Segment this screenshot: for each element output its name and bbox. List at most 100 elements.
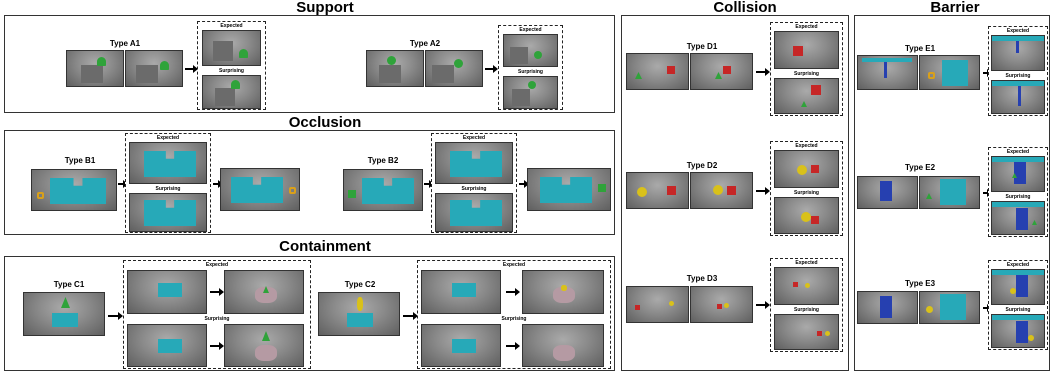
e3-surprising-frame: [991, 314, 1045, 348]
section-title-containment: Containment: [279, 238, 371, 255]
yellow-sphere: [1028, 335, 1034, 341]
red-cube: [811, 165, 819, 173]
yellow-cylinder: [357, 297, 363, 311]
b1-frame-1: [31, 169, 117, 211]
d2-expected-frame: [774, 150, 839, 188]
d3-frame-1: [626, 286, 689, 323]
teal-wall: [50, 178, 106, 204]
occlusion-panel: Type B1 Expected Surprising Type B2 Expe…: [4, 130, 615, 235]
e2-expected-label: Expected: [1006, 149, 1030, 155]
c1-surprising-frame-2: [224, 324, 304, 367]
red-cube: [667, 66, 675, 74]
a2-frame-1: [366, 50, 424, 87]
blue-pillar: [884, 58, 887, 78]
yellow-ring: [289, 187, 296, 194]
b2-arrow-2: [519, 180, 529, 188]
pink-container: [255, 345, 277, 361]
a1-expected-label: Expected: [220, 23, 243, 29]
d3-arrow: [756, 301, 770, 309]
type-c1-label: Type C1: [53, 280, 85, 289]
grey-block: [213, 41, 233, 61]
c2-arrow-1: [403, 312, 418, 320]
green-cone: [635, 72, 642, 79]
red-cube: [817, 331, 822, 336]
green-cone: [1032, 220, 1037, 225]
type-e2-label: Type E2: [904, 163, 936, 172]
yellow-ring: [37, 192, 44, 199]
yellow-sphere: [801, 212, 811, 222]
c1-arrow-1: [108, 312, 123, 320]
teal-board: [158, 339, 182, 353]
red-cube: [717, 304, 722, 309]
d2-expected-label: Expected: [795, 143, 818, 149]
e1-expected-frame: [991, 35, 1045, 71]
e2-frame-1: [857, 176, 918, 209]
b1-surprising-frame: [129, 193, 207, 232]
e2-surprising-frame: [991, 201, 1045, 235]
yellow-cylinder: [561, 285, 567, 291]
c1-expected-frame-2: [224, 270, 304, 314]
green-sphere: [454, 59, 463, 68]
b2-frame-final: [527, 168, 611, 211]
teal-wall: [540, 177, 592, 203]
a2-expected-frame: [503, 34, 558, 67]
blue-block: [880, 181, 892, 201]
d3-surprising-frame: [774, 314, 839, 350]
red-cube: [811, 216, 819, 224]
pink-container: [553, 345, 575, 361]
type-d1-label: Type D1: [686, 42, 718, 51]
c1-outcomes: Expected Surprising: [123, 260, 311, 369]
yellow-sphere: [825, 331, 830, 336]
green-cone: [263, 286, 269, 293]
support-panel: Type A1 Expected Surprising Type A2 Expe…: [4, 15, 615, 113]
teal-barrier: [992, 157, 1044, 162]
yellow-sphere: [637, 187, 647, 197]
c1-surprising-label: Surprising: [204, 316, 230, 322]
type-a1-label: Type A1: [109, 39, 141, 48]
a2-outcomes: Expected Surprising: [498, 25, 563, 110]
d3-expected-label: Expected: [795, 260, 818, 266]
e2-outcomes: Expected Surprising: [988, 147, 1048, 237]
teal-board: [452, 283, 476, 297]
e1-outcomes: Expected Surprising: [988, 26, 1048, 116]
blue-pillar: [1018, 86, 1021, 106]
grey-block: [215, 88, 235, 106]
section-title-collision: Collision: [713, 0, 777, 16]
d3-surprising-label: Surprising: [793, 307, 819, 313]
yellow-sphere: [805, 283, 810, 288]
teal-barrier: [992, 270, 1044, 275]
c2-expected-frame-1: [421, 270, 501, 314]
d2-arrow: [756, 187, 770, 195]
d1-outcomes: Expected Surprising: [770, 22, 843, 116]
c1-expected-label: Expected: [205, 262, 229, 268]
c2-surprising-frame-2: [522, 324, 604, 367]
section-title-occlusion: Occlusion: [288, 114, 362, 131]
b1-outcomes: Expected Surprising: [125, 133, 211, 233]
teal-barrier: [992, 315, 1044, 320]
teal-board: [452, 339, 476, 353]
type-a2-label: Type A2: [409, 39, 441, 48]
pink-container: [553, 287, 575, 303]
e1-expected-label: Expected: [1006, 28, 1030, 34]
d3-outcomes: Expected Surprising: [770, 258, 843, 352]
red-cube: [667, 186, 676, 195]
a2-arrow: [485, 65, 498, 73]
type-d2-label: Type D2: [686, 161, 718, 170]
blue-block: [1016, 275, 1028, 297]
grey-block: [136, 65, 158, 83]
c2-expected-label: Expected: [502, 262, 526, 268]
e3-expected-frame: [991, 269, 1045, 305]
red-cube: [793, 282, 798, 287]
e2-frame-2: [919, 176, 980, 209]
blue-block: [880, 296, 892, 318]
e1-frame-2: [919, 55, 980, 90]
teal-wall: [144, 151, 196, 177]
teal-barrier: [942, 60, 968, 86]
c1-frame-1: [23, 292, 105, 336]
a1-surprising-frame: [202, 75, 261, 109]
teal-board: [347, 313, 373, 327]
barrier-panel: Type E1 Expected Surprising Type E2 Expe…: [854, 15, 1050, 371]
green-sphere: [534, 51, 542, 59]
yellow-sphere: [713, 185, 723, 195]
d2-frame-1: [626, 172, 689, 209]
